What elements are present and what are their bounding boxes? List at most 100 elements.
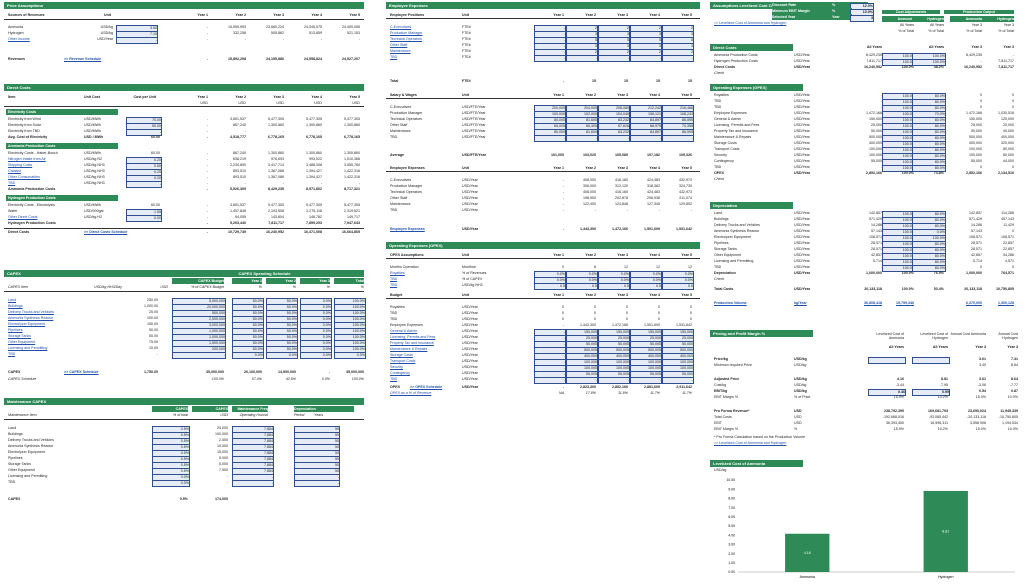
value[interactable]: 80.0%: [912, 264, 946, 272]
cost-input[interactable]: -: [126, 180, 162, 188]
revenue-schedule-link[interactable]: >> Revenue Schedule: [64, 57, 102, 61]
total-label: Total: [390, 79, 399, 83]
budget-value[interactable]: -: [534, 376, 566, 384]
budget-name[interactable]: Contingency: [390, 371, 410, 375]
levelized-link[interactable]: >> Levelized Cost of Ammonia and Hydroge…: [714, 21, 787, 25]
fte-input[interactable]: -: [662, 54, 694, 62]
year-value: 24,409,055: [342, 25, 360, 29]
assumption-name[interactable]: Royalties: [390, 271, 405, 275]
total-label: CAPEX: [8, 370, 21, 374]
assumption-name[interactable]: TBD: [390, 283, 398, 287]
value[interactable]: 0.99: [912, 388, 950, 396]
salary-input[interactable]: -: [598, 134, 630, 142]
year-value: 15,559,993: [228, 25, 246, 29]
item-name[interactable]: Other Equipment: [8, 340, 36, 344]
col-year: Year 3: [617, 293, 628, 297]
item-name[interactable]: Electrolyzer Equipment: [8, 322, 45, 326]
unit: USD/FTE/Year: [462, 135, 486, 139]
value[interactable]: [912, 356, 950, 364]
unit: USD/Year: [462, 305, 478, 309]
budget-name[interactable]: Licensing, Permits and Fees: [390, 335, 436, 339]
pct-input[interactable]: 0.0%: [152, 479, 190, 487]
assumption-input[interactable]: 0.0: [662, 282, 694, 290]
budget-name[interactable]: Maintenance & Repairs: [390, 347, 428, 351]
col-item: Item: [8, 95, 16, 99]
budget-name[interactable]: Storage Costs: [390, 353, 413, 357]
opex-total: 2,911,642: [676, 385, 692, 389]
item-name: TBD: [714, 105, 722, 109]
salary-input[interactable]: -: [534, 134, 566, 142]
budget-value[interactable]: -: [566, 376, 598, 384]
expense-value: 408,000: [583, 190, 596, 194]
col-head: Year 3: [975, 345, 986, 349]
unit: USD/Year: [794, 271, 811, 275]
value[interactable]: 100.0%: [912, 58, 946, 66]
budget-input[interactable]: -: [172, 351, 226, 359]
budget-name[interactable]: Property Tax and Insurance: [390, 341, 434, 345]
item-name[interactable]: Land: [8, 298, 16, 302]
position-name[interactable]: Maintenance: [390, 49, 411, 53]
item-name: Pro Forma Revenue*: [714, 409, 750, 413]
pct-input[interactable]: 0.0%: [300, 351, 332, 359]
value[interactable]: 0.46: [868, 388, 906, 396]
years-input[interactable]: -: [294, 479, 340, 487]
levelized-link[interactable]: >> Levelized Cost of Ammonia and Hydroge…: [714, 441, 787, 445]
assumption-input[interactable]: 0.0: [566, 282, 598, 290]
position-name[interactable]: Production Manager: [390, 31, 423, 35]
salary-input[interactable]: -: [630, 134, 662, 142]
item-name[interactable]: Buildings: [8, 304, 23, 308]
item-name[interactable]: Licensing and Permitting: [8, 346, 48, 350]
position-name[interactable]: C-Executives: [390, 25, 412, 29]
value[interactable]: [868, 356, 906, 364]
fte-input[interactable]: -: [630, 54, 662, 62]
item-name[interactable]: Ammonia Synthesis Reactor: [8, 316, 54, 320]
value: 0: [1012, 165, 1014, 169]
budget-total: 35,000,000: [206, 370, 224, 374]
assumption-input[interactable]: 0.0: [630, 282, 662, 290]
value[interactable]: 80.0%: [912, 164, 946, 172]
pct-input[interactable]: 0.0%: [266, 351, 298, 359]
assumption-name[interactable]: TBD: [390, 277, 398, 281]
fte-input[interactable]: -: [598, 54, 630, 62]
value: 108,571: [969, 235, 982, 239]
price-input[interactable]: -: [116, 36, 158, 44]
position-name[interactable]: Technical Operators: [390, 37, 422, 41]
col-year: Year 5: [681, 253, 692, 257]
assumption-input[interactable]: 3: [850, 14, 874, 22]
assumption-input[interactable]: 0.0: [534, 282, 566, 290]
assumption-input[interactable]: 0.0: [598, 282, 630, 290]
item-name[interactable]: Delivery Trucks and Vehicles: [8, 310, 54, 314]
pct-input[interactable]: 0.0%: [232, 351, 264, 359]
expense-row: Production Manager USD/Year - 306,000 312,12…: [386, 183, 700, 189]
cost-row: TBD USD/Year - 100.0%80.0% 0 0: [710, 264, 1020, 272]
direct-schedule-link[interactable]: >> Direct Costs Schedule: [84, 230, 128, 234]
cost-input[interactable]: 0.00: [126, 214, 162, 222]
opex-schedule-link[interactable]: >> OPEX Schedule: [410, 385, 443, 389]
fte-input[interactable]: -: [534, 54, 566, 62]
budget-name[interactable]: General & Admin: [390, 329, 418, 333]
position-name[interactable]: Other Staff: [390, 43, 408, 47]
salary-input[interactable]: -: [662, 134, 694, 142]
unit: USD/FTE/Year: [462, 123, 486, 127]
item-name[interactable]: Storage Tanks: [8, 334, 31, 338]
budget-name[interactable]: TBD: [390, 377, 398, 381]
cost-input[interactable]: -: [126, 128, 162, 136]
item-name: Ammonia Synthesis Reactor: [714, 229, 760, 233]
hours-input[interactable]: -: [232, 479, 274, 487]
budget-value[interactable]: -: [662, 376, 694, 384]
divider: [4, 19, 364, 20]
capex-schedule-link[interactable]: >> CAPEX Schedule: [64, 370, 99, 374]
budget-value[interactable]: -: [598, 376, 630, 384]
item-name[interactable]: TBD: [8, 352, 16, 356]
value: 0: [1012, 229, 1014, 233]
value: 74.8%: [933, 171, 944, 175]
budget-name[interactable]: Security: [390, 365, 403, 369]
item-name[interactable]: Pipelines: [8, 328, 23, 332]
salary-input[interactable]: -: [566, 134, 598, 142]
total-label[interactable]: Employee Expenses: [390, 227, 425, 231]
fte-input[interactable]: -: [566, 54, 598, 62]
budget-name[interactable]: Transport Costs: [390, 359, 416, 363]
kg-value: 50.00: [149, 334, 158, 338]
budget-value[interactable]: -: [630, 376, 662, 384]
position-name[interactable]: TBD: [390, 55, 398, 59]
